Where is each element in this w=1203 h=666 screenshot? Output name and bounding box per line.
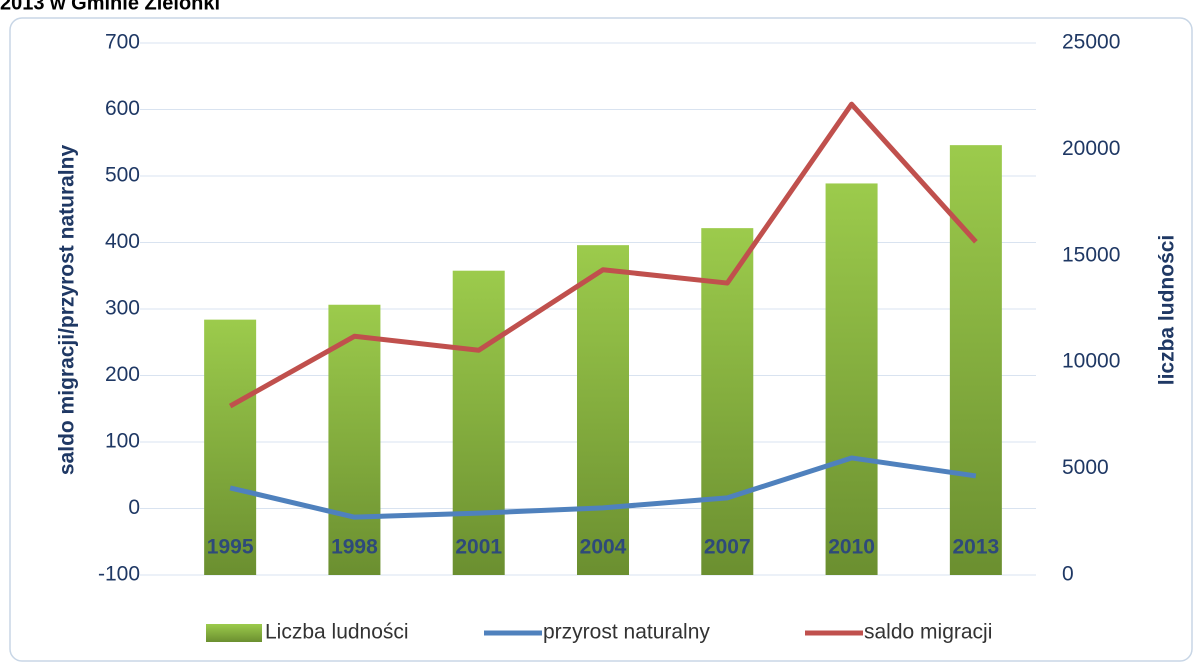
line xyxy=(229,455,977,520)
y2-tick-label: 20000 xyxy=(1062,137,1120,160)
legend-label: przyrost naturalny xyxy=(543,621,710,644)
bar xyxy=(577,245,629,575)
bar xyxy=(452,270,505,575)
y2-tick-label: 15000 xyxy=(1062,243,1120,266)
y-tick-label: 100 xyxy=(105,430,140,453)
x-tick-label: 2001 xyxy=(455,536,502,559)
chart-title: 2013 w Gminie Zielonki xyxy=(0,0,220,14)
chart-border xyxy=(9,17,1193,662)
x-tick-label: 2010 xyxy=(828,536,875,559)
y-tick-label: -100 xyxy=(98,563,140,586)
x-tick-label: 2007 xyxy=(704,536,751,559)
x-tick-label: 1995 xyxy=(207,536,254,559)
y-tick-label: 400 xyxy=(105,230,140,253)
y-tick-label: 700 xyxy=(105,31,140,54)
bar xyxy=(949,145,1002,576)
y-tick-label: 300 xyxy=(105,297,140,320)
y2-tick-label: 5000 xyxy=(1062,456,1109,479)
y2-axis-label: liczba ludności xyxy=(1156,235,1179,386)
y2-tick-label: 10000 xyxy=(1062,350,1120,373)
x-tick-label: 2004 xyxy=(580,536,627,559)
y-tick-label: 500 xyxy=(105,164,140,187)
x-tick-label: 1998 xyxy=(331,536,378,559)
legend-label: saldo migracji xyxy=(864,621,992,644)
x-tick-label: 2013 xyxy=(952,536,999,559)
legend-swatch xyxy=(206,624,262,642)
y-axis-label: saldo migracji/przyrost naturalny xyxy=(56,145,79,476)
bar xyxy=(328,304,381,575)
bar xyxy=(701,228,754,576)
bar xyxy=(825,183,878,575)
y-tick-label: 600 xyxy=(105,97,140,120)
y-tick-label: 200 xyxy=(105,363,140,386)
y2-tick-label: 0 xyxy=(1062,563,1074,586)
y2-tick-label: 25000 xyxy=(1062,31,1120,54)
legend-label: Liczba ludności xyxy=(265,621,409,644)
bar xyxy=(204,319,257,575)
line xyxy=(228,101,978,409)
y-tick-label: 0 xyxy=(128,496,140,519)
